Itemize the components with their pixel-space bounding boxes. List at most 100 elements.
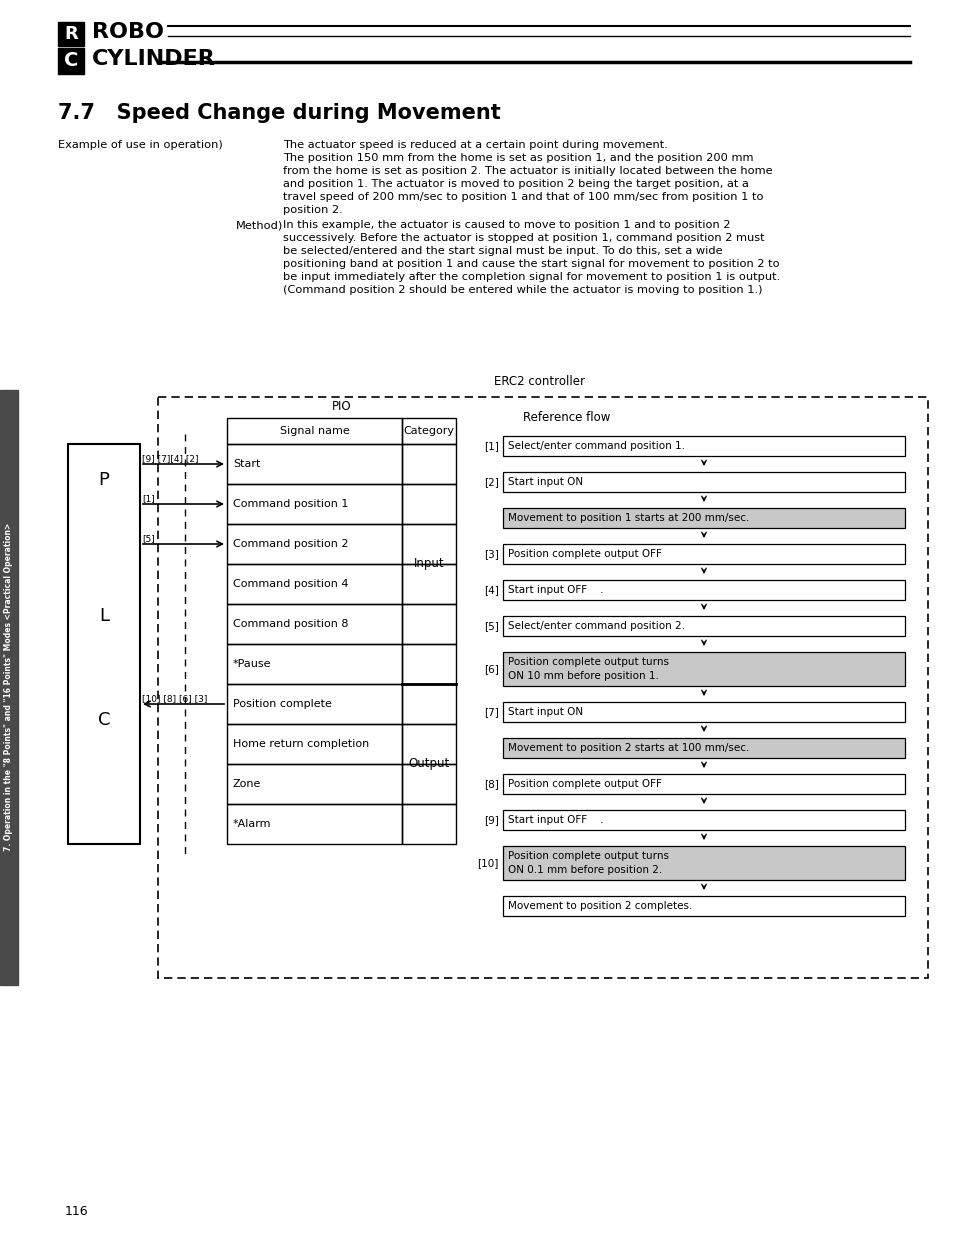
Text: Position complete output OFF: Position complete output OFF — [507, 550, 661, 559]
Text: Movement to position 2 starts at 100 mm/sec.: Movement to position 2 starts at 100 mm/… — [507, 743, 749, 753]
Text: [3]: [3] — [483, 550, 498, 559]
Text: Position complete output OFF: Position complete output OFF — [507, 779, 661, 789]
Text: [7]: [7] — [483, 706, 498, 718]
Bar — [227, 724, 401, 764]
Text: [5]: [5] — [142, 534, 154, 543]
Bar — [401, 643, 456, 684]
Bar — [401, 764, 456, 804]
Text: [5]: [5] — [483, 621, 498, 631]
FancyBboxPatch shape — [502, 580, 904, 600]
Text: Position complete output turns: Position complete output turns — [507, 657, 668, 667]
Text: [2]: [2] — [483, 477, 498, 487]
Text: ON 0.1 mm before position 2.: ON 0.1 mm before position 2. — [507, 866, 661, 876]
Bar — [401, 804, 456, 844]
Text: [1]: [1] — [142, 494, 154, 503]
Bar — [227, 524, 401, 564]
Text: ON 10 mm before position 1.: ON 10 mm before position 1. — [507, 672, 659, 682]
Text: Select/enter command position 1.: Select/enter command position 1. — [507, 441, 684, 451]
Text: Start input ON: Start input ON — [507, 477, 582, 487]
Bar — [227, 804, 401, 844]
FancyBboxPatch shape — [502, 739, 904, 758]
FancyBboxPatch shape — [502, 897, 904, 916]
Text: [9]: [9] — [483, 815, 498, 825]
Text: Select/enter command position 2.: Select/enter command position 2. — [507, 621, 684, 631]
Text: Home return completion: Home return completion — [233, 739, 369, 748]
Text: R: R — [64, 25, 78, 43]
Text: Signal name: Signal name — [279, 426, 349, 436]
Text: [9] [7][4] [2]: [9] [7][4] [2] — [142, 454, 198, 463]
Bar — [401, 604, 456, 643]
Text: position 2.: position 2. — [283, 205, 342, 215]
Text: 7.7   Speed Change during Movement: 7.7 Speed Change during Movement — [58, 103, 500, 124]
Text: Command position 1: Command position 1 — [233, 499, 348, 509]
Bar — [227, 604, 401, 643]
Bar — [401, 684, 456, 724]
Bar — [401, 564, 456, 604]
Text: L: L — [99, 606, 109, 625]
Bar — [58, 22, 84, 46]
Bar — [401, 484, 456, 524]
Text: Start input ON: Start input ON — [507, 706, 582, 718]
Text: and position 1. The actuator is moved to position 2 being the target position, a: and position 1. The actuator is moved to… — [283, 179, 748, 189]
Text: be input immediately after the completion signal for movement to position 1 is o: be input immediately after the completio… — [283, 272, 780, 282]
Text: [10] [8] [6] [3]: [10] [8] [6] [3] — [142, 694, 207, 703]
Text: PIO: PIO — [332, 400, 351, 412]
Text: Command position 2: Command position 2 — [233, 538, 348, 550]
Bar — [68, 445, 140, 844]
Text: travel speed of 200 mm/sec to position 1 and that of 100 mm/sec from position 1 : travel speed of 200 mm/sec to position 1… — [283, 191, 762, 203]
Text: [10]: [10] — [477, 858, 498, 868]
Bar — [227, 417, 401, 445]
FancyBboxPatch shape — [502, 543, 904, 564]
FancyBboxPatch shape — [502, 508, 904, 529]
Text: The actuator speed is reduced at a certain point during movement.: The actuator speed is reduced at a certa… — [283, 140, 667, 149]
Text: Start input OFF    .: Start input OFF . — [507, 585, 603, 595]
Text: Command position 8: Command position 8 — [233, 619, 348, 629]
Text: positioning band at position 1 and cause the start signal for movement to positi: positioning band at position 1 and cause… — [283, 259, 779, 269]
Bar — [401, 417, 456, 445]
FancyBboxPatch shape — [502, 701, 904, 722]
Text: Command position 4: Command position 4 — [233, 579, 348, 589]
Text: ERC2 controller: ERC2 controller — [494, 375, 585, 388]
Text: Input: Input — [414, 557, 444, 571]
FancyBboxPatch shape — [502, 616, 904, 636]
Text: Zone: Zone — [233, 779, 261, 789]
Text: Category: Category — [403, 426, 454, 436]
Bar — [0, 390, 18, 986]
Bar — [227, 764, 401, 804]
Text: In this example, the actuator is caused to move to position 1 and to position 2: In this example, the actuator is caused … — [283, 220, 730, 230]
Bar — [227, 484, 401, 524]
Text: [6]: [6] — [483, 664, 498, 674]
Text: [1]: [1] — [483, 441, 498, 451]
FancyBboxPatch shape — [502, 436, 904, 456]
Text: successively. Before the actuator is stopped at position 1, command position 2 m: successively. Before the actuator is sto… — [283, 233, 763, 243]
Text: Example of use in operation): Example of use in operation) — [58, 140, 222, 149]
Bar — [227, 684, 401, 724]
Text: (Command position 2 should be entered while the actuator is moving to position 1: (Command position 2 should be entered wh… — [283, 285, 761, 295]
FancyBboxPatch shape — [502, 774, 904, 794]
Bar — [401, 724, 456, 764]
Text: [4]: [4] — [483, 585, 498, 595]
Text: from the home is set as position 2. The actuator is initially located between th: from the home is set as position 2. The … — [283, 165, 772, 177]
Text: Output: Output — [408, 757, 449, 771]
Text: 7. Operation in the "8 Points" and "16 Points" Modes <Practical Operation>: 7. Operation in the "8 Points" and "16 P… — [5, 522, 13, 851]
FancyBboxPatch shape — [502, 472, 904, 492]
Text: P: P — [98, 471, 110, 489]
Text: Start: Start — [233, 459, 260, 469]
Bar — [401, 524, 456, 564]
Text: *Pause: *Pause — [233, 659, 272, 669]
Text: Method): Method) — [235, 220, 283, 230]
Text: [8]: [8] — [483, 779, 498, 789]
Bar — [227, 564, 401, 604]
Text: C: C — [97, 711, 111, 729]
FancyBboxPatch shape — [502, 810, 904, 830]
FancyBboxPatch shape — [502, 846, 904, 881]
Bar — [227, 445, 401, 484]
Text: C: C — [64, 52, 78, 70]
Text: Movement to position 2 completes.: Movement to position 2 completes. — [507, 902, 692, 911]
Text: Position complete: Position complete — [233, 699, 332, 709]
Text: Reference flow: Reference flow — [522, 411, 610, 424]
Text: Movement to position 1 starts at 200 mm/sec.: Movement to position 1 starts at 200 mm/… — [507, 513, 749, 522]
FancyBboxPatch shape — [502, 652, 904, 685]
Bar — [401, 445, 456, 484]
Bar — [58, 48, 84, 74]
